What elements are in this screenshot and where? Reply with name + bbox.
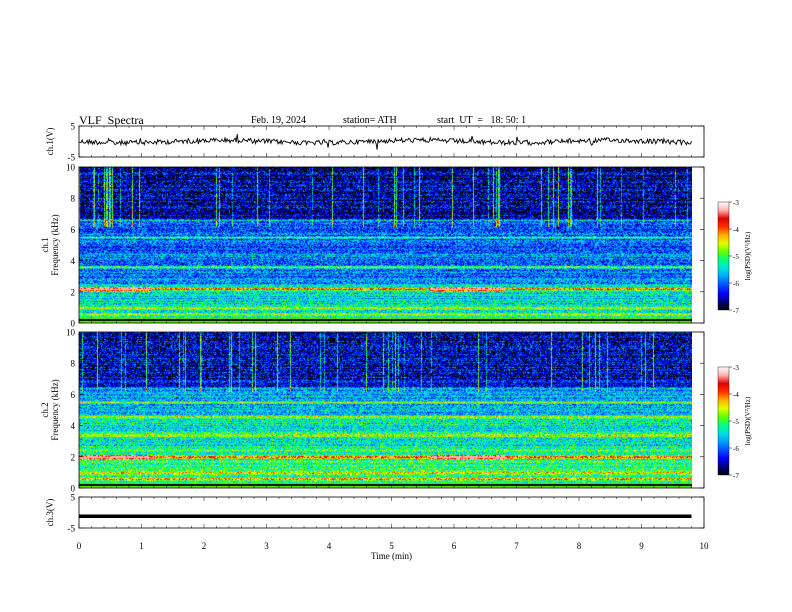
y-axis-label-line: Frequency (kHz) <box>50 214 60 275</box>
x-tick-label: 2 <box>202 541 207 551</box>
y-axis-label-line: ch.1(V) <box>45 128 55 156</box>
y-tick-label: 8 <box>71 194 76 204</box>
spectrogram-image <box>79 167 692 323</box>
y-axis-label-line: ch.2 <box>40 402 50 417</box>
y-axis-label: ch.3(V) <box>45 499 55 527</box>
y-tick-label: 0 <box>71 484 76 494</box>
x-axis-label: Time (min) <box>371 551 412 561</box>
y-tick-label: 5 <box>71 493 76 503</box>
y-tick-label: 10 <box>66 328 76 338</box>
colorbar-tick-label: -7 <box>733 472 739 480</box>
ch3-voltage-panel: 5 -5 ch.3(V) <box>45 493 705 534</box>
x-tick-label: 8 <box>577 541 582 551</box>
x-tick-label: 0 <box>77 541 82 551</box>
start-time-label: start UT = 18: 50: 1 <box>437 115 527 126</box>
x-tick-label: 9 <box>639 541 644 551</box>
colorbar-tick-label: -7 <box>733 307 739 315</box>
panel-bg <box>79 126 704 157</box>
colorbar <box>717 366 730 476</box>
station-label: station= ATH <box>343 115 397 126</box>
colorbar <box>717 201 730 311</box>
y-tick-label: 6 <box>71 225 76 235</box>
y-tick-label: 4 <box>71 256 76 266</box>
y-axis-label-line: Frequency (kHz) <box>50 379 60 440</box>
y-axis-label-line: ch.1 <box>40 237 50 252</box>
spectrogram-image <box>79 332 692 488</box>
time-axis: 0 1 2 3 4 5 6 7 8 9 10 Time (min) <box>77 541 709 561</box>
x-tick-label: 1 <box>139 541 144 551</box>
voltage-trace <box>78 133 692 150</box>
colorbar-label: log(PSD)(V²/Hz) <box>744 396 752 445</box>
colorbar-tick-label: -4 <box>733 391 739 399</box>
x-tick-label: 4 <box>327 541 332 551</box>
y-tick-label: 10 <box>66 163 76 173</box>
y-tick-label: 4 <box>71 421 76 431</box>
y-tick-label: -5 <box>68 153 76 163</box>
x-tick-label: 10 <box>700 541 710 551</box>
colorbar-tick-label: -4 <box>733 226 739 234</box>
colorbar-label: log(PSD)(V²/Hz) <box>744 231 752 280</box>
chart-title: VLF Spectra <box>79 113 144 127</box>
y-axis-label: ch.1Frequency (kHz) <box>40 214 60 275</box>
y-tick-label: 0 <box>71 319 76 329</box>
colorbar-tick-label: -6 <box>733 280 739 288</box>
colorbar-tick-label: -6 <box>733 445 739 453</box>
x-tick-label: 3 <box>264 541 269 551</box>
x-tick-label: 5 <box>389 541 394 551</box>
y-tick-label: -5 <box>68 524 76 534</box>
ch1-spectrogram-panel: 0 2 4 6 8 10 ch.1Frequency (kHz) -3 -4 -5 -6 -7 log(… <box>40 163 752 329</box>
colorbar-tick-label: -5 <box>733 253 739 261</box>
x-tick-label: 7 <box>514 541 519 551</box>
ch2-spectrogram-panel: 0 2 4 6 8 10 ch.2Frequency (kHz) -3 -4 -5 -6 -7 log(… <box>40 328 752 494</box>
colorbar-tick-label: -5 <box>733 418 739 426</box>
ch1-voltage-panel: 5 -5 ch.1(V) <box>45 122 705 163</box>
x-tick-label: 6 <box>452 541 457 551</box>
y-tick-label: 2 <box>71 287 76 297</box>
y-tick-label: 2 <box>71 452 76 462</box>
y-axis-label: ch.2Frequency (kHz) <box>40 379 60 440</box>
y-tick-label: 5 <box>71 122 76 132</box>
date-label: Feb. 19, 2024 <box>251 115 306 126</box>
y-tick-label: 8 <box>71 359 76 369</box>
colorbar-tick-label: -3 <box>733 364 739 372</box>
y-axis-label: ch.1(V) <box>45 128 55 156</box>
y-tick-label: 6 <box>71 390 76 400</box>
colorbar-tick-label: -3 <box>733 199 739 207</box>
y-axis-label-line: ch.3(V) <box>45 499 55 527</box>
panel-bg <box>79 497 704 528</box>
